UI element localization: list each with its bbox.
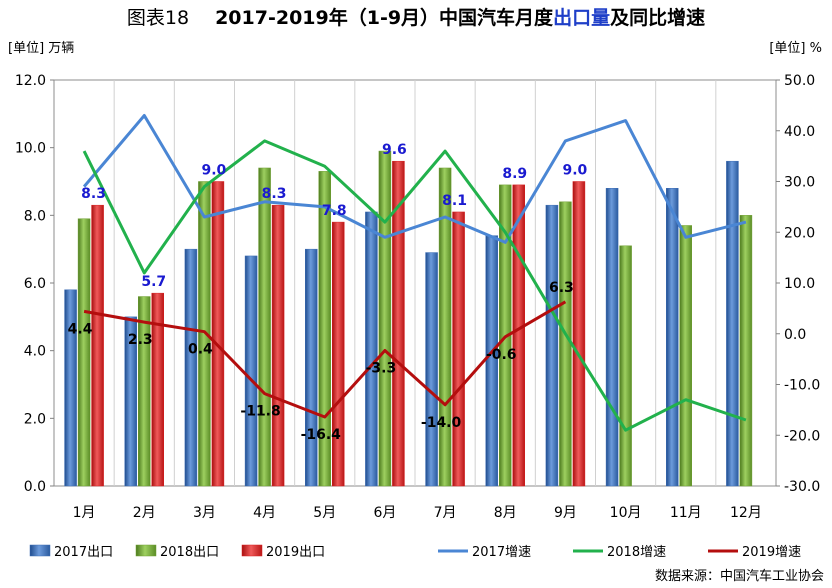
growth-value-label: 4.4 xyxy=(68,321,93,337)
legend-label: 2019增速 xyxy=(742,545,801,560)
title-main: 2017-2019年（1-9月）中国汽车月度 xyxy=(215,7,554,29)
left-axis-unit: [单位] 万辆 xyxy=(8,41,75,56)
bar-2017出口 xyxy=(305,248,318,487)
bar-2019出口 xyxy=(271,204,285,487)
legend-label: 2017出口 xyxy=(54,545,113,560)
right-axis-unit: [单位] % xyxy=(769,41,822,56)
bar-2019出口 xyxy=(572,181,586,487)
bar-value-label: 8.3 xyxy=(262,186,287,202)
x-tick-label: 8月 xyxy=(494,505,517,521)
bar-2018出口 xyxy=(258,167,271,487)
right-tick-label: 50.0 xyxy=(784,73,815,89)
x-tick-label: 12月 xyxy=(730,505,762,521)
bar-2019出口 xyxy=(392,160,405,487)
growth-value-label: 2.3 xyxy=(128,332,153,348)
bar-2017出口 xyxy=(244,255,258,487)
x-tick-label: 1月 xyxy=(73,505,96,521)
right-tick-label: 10.0 xyxy=(784,276,815,292)
bar-value-label: 9.0 xyxy=(202,163,227,179)
bar-2018出口 xyxy=(619,245,632,487)
x-tick-label: 6月 xyxy=(373,505,396,521)
legend-label: 2018出口 xyxy=(160,545,219,560)
bar-2017出口 xyxy=(365,211,378,487)
growth-value-label: -16.4 xyxy=(301,427,342,443)
bar-2017出口 xyxy=(545,204,559,487)
left-tick-label: 12.0 xyxy=(15,73,46,89)
legend-swatch-2017出口 xyxy=(29,544,51,557)
x-tick-label: 4月 xyxy=(253,505,276,521)
bar-value-label: 9.0 xyxy=(563,163,588,179)
legend-label: 2019出口 xyxy=(266,545,325,560)
left-tick-label: 6.0 xyxy=(24,276,46,292)
left-tick-label: 4.0 xyxy=(24,344,46,360)
right-tick-label: -20.0 xyxy=(784,428,820,444)
bar-value-label: 8.3 xyxy=(81,186,106,202)
right-tick-label: 20.0 xyxy=(784,225,815,241)
growth-value-label: -3.3 xyxy=(366,360,397,376)
growth-value-label: -14.0 xyxy=(421,415,462,431)
right-tick-label: 40.0 xyxy=(784,124,815,140)
bar-2019出口 xyxy=(332,221,345,487)
bar-2018出口 xyxy=(438,167,452,487)
x-tick-label: 9月 xyxy=(554,505,577,521)
x-tick-label: 7月 xyxy=(434,505,457,521)
chart-title: 图表18 2017-2019年（1-9月）中国汽车月度出口量及同比增速 xyxy=(0,3,832,30)
x-tick-label: 5月 xyxy=(313,505,336,521)
left-tick-label: 10.0 xyxy=(15,141,46,157)
legend-swatch-2018出口 xyxy=(135,544,157,557)
bar-2017出口 xyxy=(64,289,77,487)
x-tick-label: 11月 xyxy=(670,505,702,521)
bar-2018出口 xyxy=(679,225,692,487)
right-tick-label: -10.0 xyxy=(784,378,820,394)
growth-value-label: 6.3 xyxy=(549,280,574,296)
bar-2019出口 xyxy=(151,292,164,487)
bar-value-label: 9.6 xyxy=(382,142,407,158)
right-tick-label: -30.0 xyxy=(784,479,820,495)
line-2018增速 xyxy=(82,139,747,432)
bar-value-label: 7.8 xyxy=(322,203,347,219)
growth-value-label: -11.8 xyxy=(240,404,280,420)
bar-2017出口 xyxy=(425,252,438,487)
bar-2019出口 xyxy=(91,204,104,487)
bar-2018出口 xyxy=(378,150,392,487)
data-source: 数据来源：中国汽车工业协会 xyxy=(654,569,824,584)
bar-2018出口 xyxy=(138,296,151,487)
title-tail: 及同比增速 xyxy=(610,7,706,29)
bar-2017出口 xyxy=(124,316,137,487)
bar-2017出口 xyxy=(726,160,739,487)
left-tick-label: 0.0 xyxy=(24,479,46,495)
x-tick-label: 3月 xyxy=(193,505,216,521)
bar-2017出口 xyxy=(184,248,198,487)
left-tick-label: 2.0 xyxy=(24,411,46,427)
bar-value-label: 5.7 xyxy=(141,274,166,290)
title-highlight: 出口量 xyxy=(553,7,611,29)
bar-2019出口 xyxy=(211,181,225,487)
x-tick-label: 10月 xyxy=(610,505,642,521)
bar-2017出口 xyxy=(666,188,679,487)
legend-label: 2018增速 xyxy=(607,545,666,560)
bar-value-label: 8.9 xyxy=(502,166,527,182)
line-2019增速 xyxy=(83,300,567,419)
bar-2018出口 xyxy=(739,215,753,487)
growth-value-label: 0.4 xyxy=(188,342,213,358)
left-tick-label: 8.0 xyxy=(24,208,46,224)
bar-2019出口 xyxy=(452,211,465,487)
bar-2017出口 xyxy=(605,188,619,487)
bar-value-label: 8.1 xyxy=(442,193,467,209)
legend-swatch-2019出口 xyxy=(241,544,263,557)
right-tick-label: 0.0 xyxy=(784,327,806,343)
right-tick-label: 30.0 xyxy=(784,175,815,191)
growth-value-label: -0.6 xyxy=(486,347,517,363)
bar-2018出口 xyxy=(77,218,91,487)
x-tick-label: 2月 xyxy=(133,505,156,521)
figure-label: 图表18 xyxy=(126,7,190,29)
bar-2018出口 xyxy=(559,201,572,487)
bar-2018出口 xyxy=(318,171,331,487)
legend-label: 2017增速 xyxy=(472,545,531,560)
bar-2019出口 xyxy=(512,184,525,487)
